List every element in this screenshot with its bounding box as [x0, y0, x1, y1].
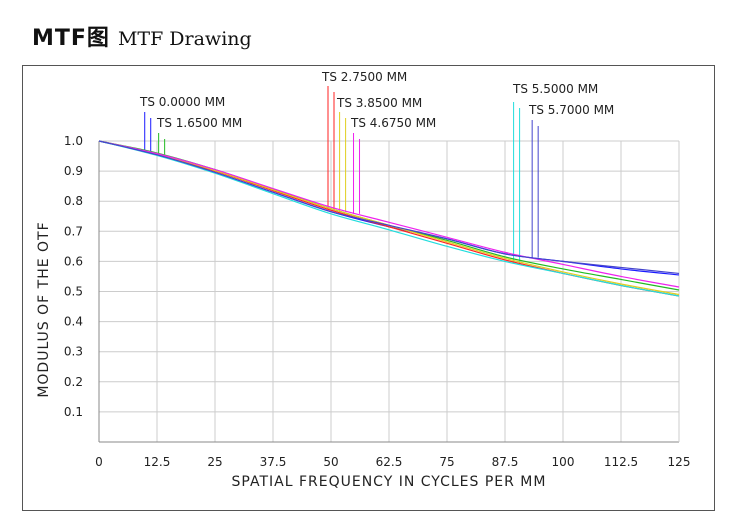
y-tick-label: 1.0 [64, 134, 83, 148]
field-label-1: TS 0.0000 MM [139, 95, 225, 109]
y-axis-title: MODULUS OF THE OTF [36, 221, 52, 397]
x-tick-label: 100 [552, 455, 575, 469]
field-label-3: TS 2.7500 MM [321, 70, 407, 84]
x-tick-label: 12.5 [144, 455, 171, 469]
y-tick-label: 0.9 [64, 164, 83, 178]
heading-english: MTF Drawing [117, 28, 252, 50]
series-lines [98, 140, 680, 297]
y-tick-label: 0.2 [64, 375, 83, 389]
page-heading: MTF图 MTF Drawing [32, 20, 252, 51]
series-line-6 [98, 140, 680, 297]
x-tick-label: 112.5 [604, 455, 638, 469]
x-tick-label: 0 [95, 455, 103, 469]
y-tick-label: 0.7 [64, 224, 83, 238]
series-line-7 [98, 140, 680, 275]
chart-grid [98, 140, 680, 442]
field-label-5: TS 4.6750 MM [350, 116, 436, 130]
x-tick-label: 125 [668, 455, 691, 469]
y-tick-label: 0.4 [64, 315, 83, 329]
x-axis-title: SPATIAL FREQUENCY IN CYCLES PER MM [232, 474, 547, 490]
field-label-6: TS 5.5000 MM [512, 82, 598, 96]
y-tick-label: 0.5 [64, 285, 83, 299]
x-tick-label: 62.5 [376, 455, 403, 469]
heading-chinese: MTF图 [32, 26, 110, 51]
field-label-7: TS 5.7000 MM [528, 103, 614, 117]
field-label-4: TS 3.8500 MM [336, 96, 422, 110]
y-tick-label: 0.6 [64, 254, 83, 268]
y-tick-label: 0.3 [64, 345, 83, 359]
chart-frame [22, 65, 715, 511]
x-tick-label: 37.5 [260, 455, 287, 469]
field-labels: TS 0.0000 MM TS 1.6500 MM TS 2.7500 MM TS 3… [139, 70, 614, 130]
x-tick-label: 25 [207, 455, 222, 469]
tick-labels: 0 12.5 25 37.5 50 62.5 75 87.5 100 112.5 125 0.1 0.2… [64, 134, 691, 469]
y-tick-label: 0.8 [64, 194, 83, 208]
field-label-2: TS 1.6500 MM [156, 116, 242, 130]
x-tick-label: 87.5 [492, 455, 519, 469]
x-tick-label: 75 [439, 455, 454, 469]
series-line-5 [98, 140, 680, 288]
y-tick-label: 0.1 [64, 405, 83, 419]
x-tick-label: 50 [323, 455, 338, 469]
chart-axes [98, 141, 680, 443]
field-markers [144, 86, 539, 264]
